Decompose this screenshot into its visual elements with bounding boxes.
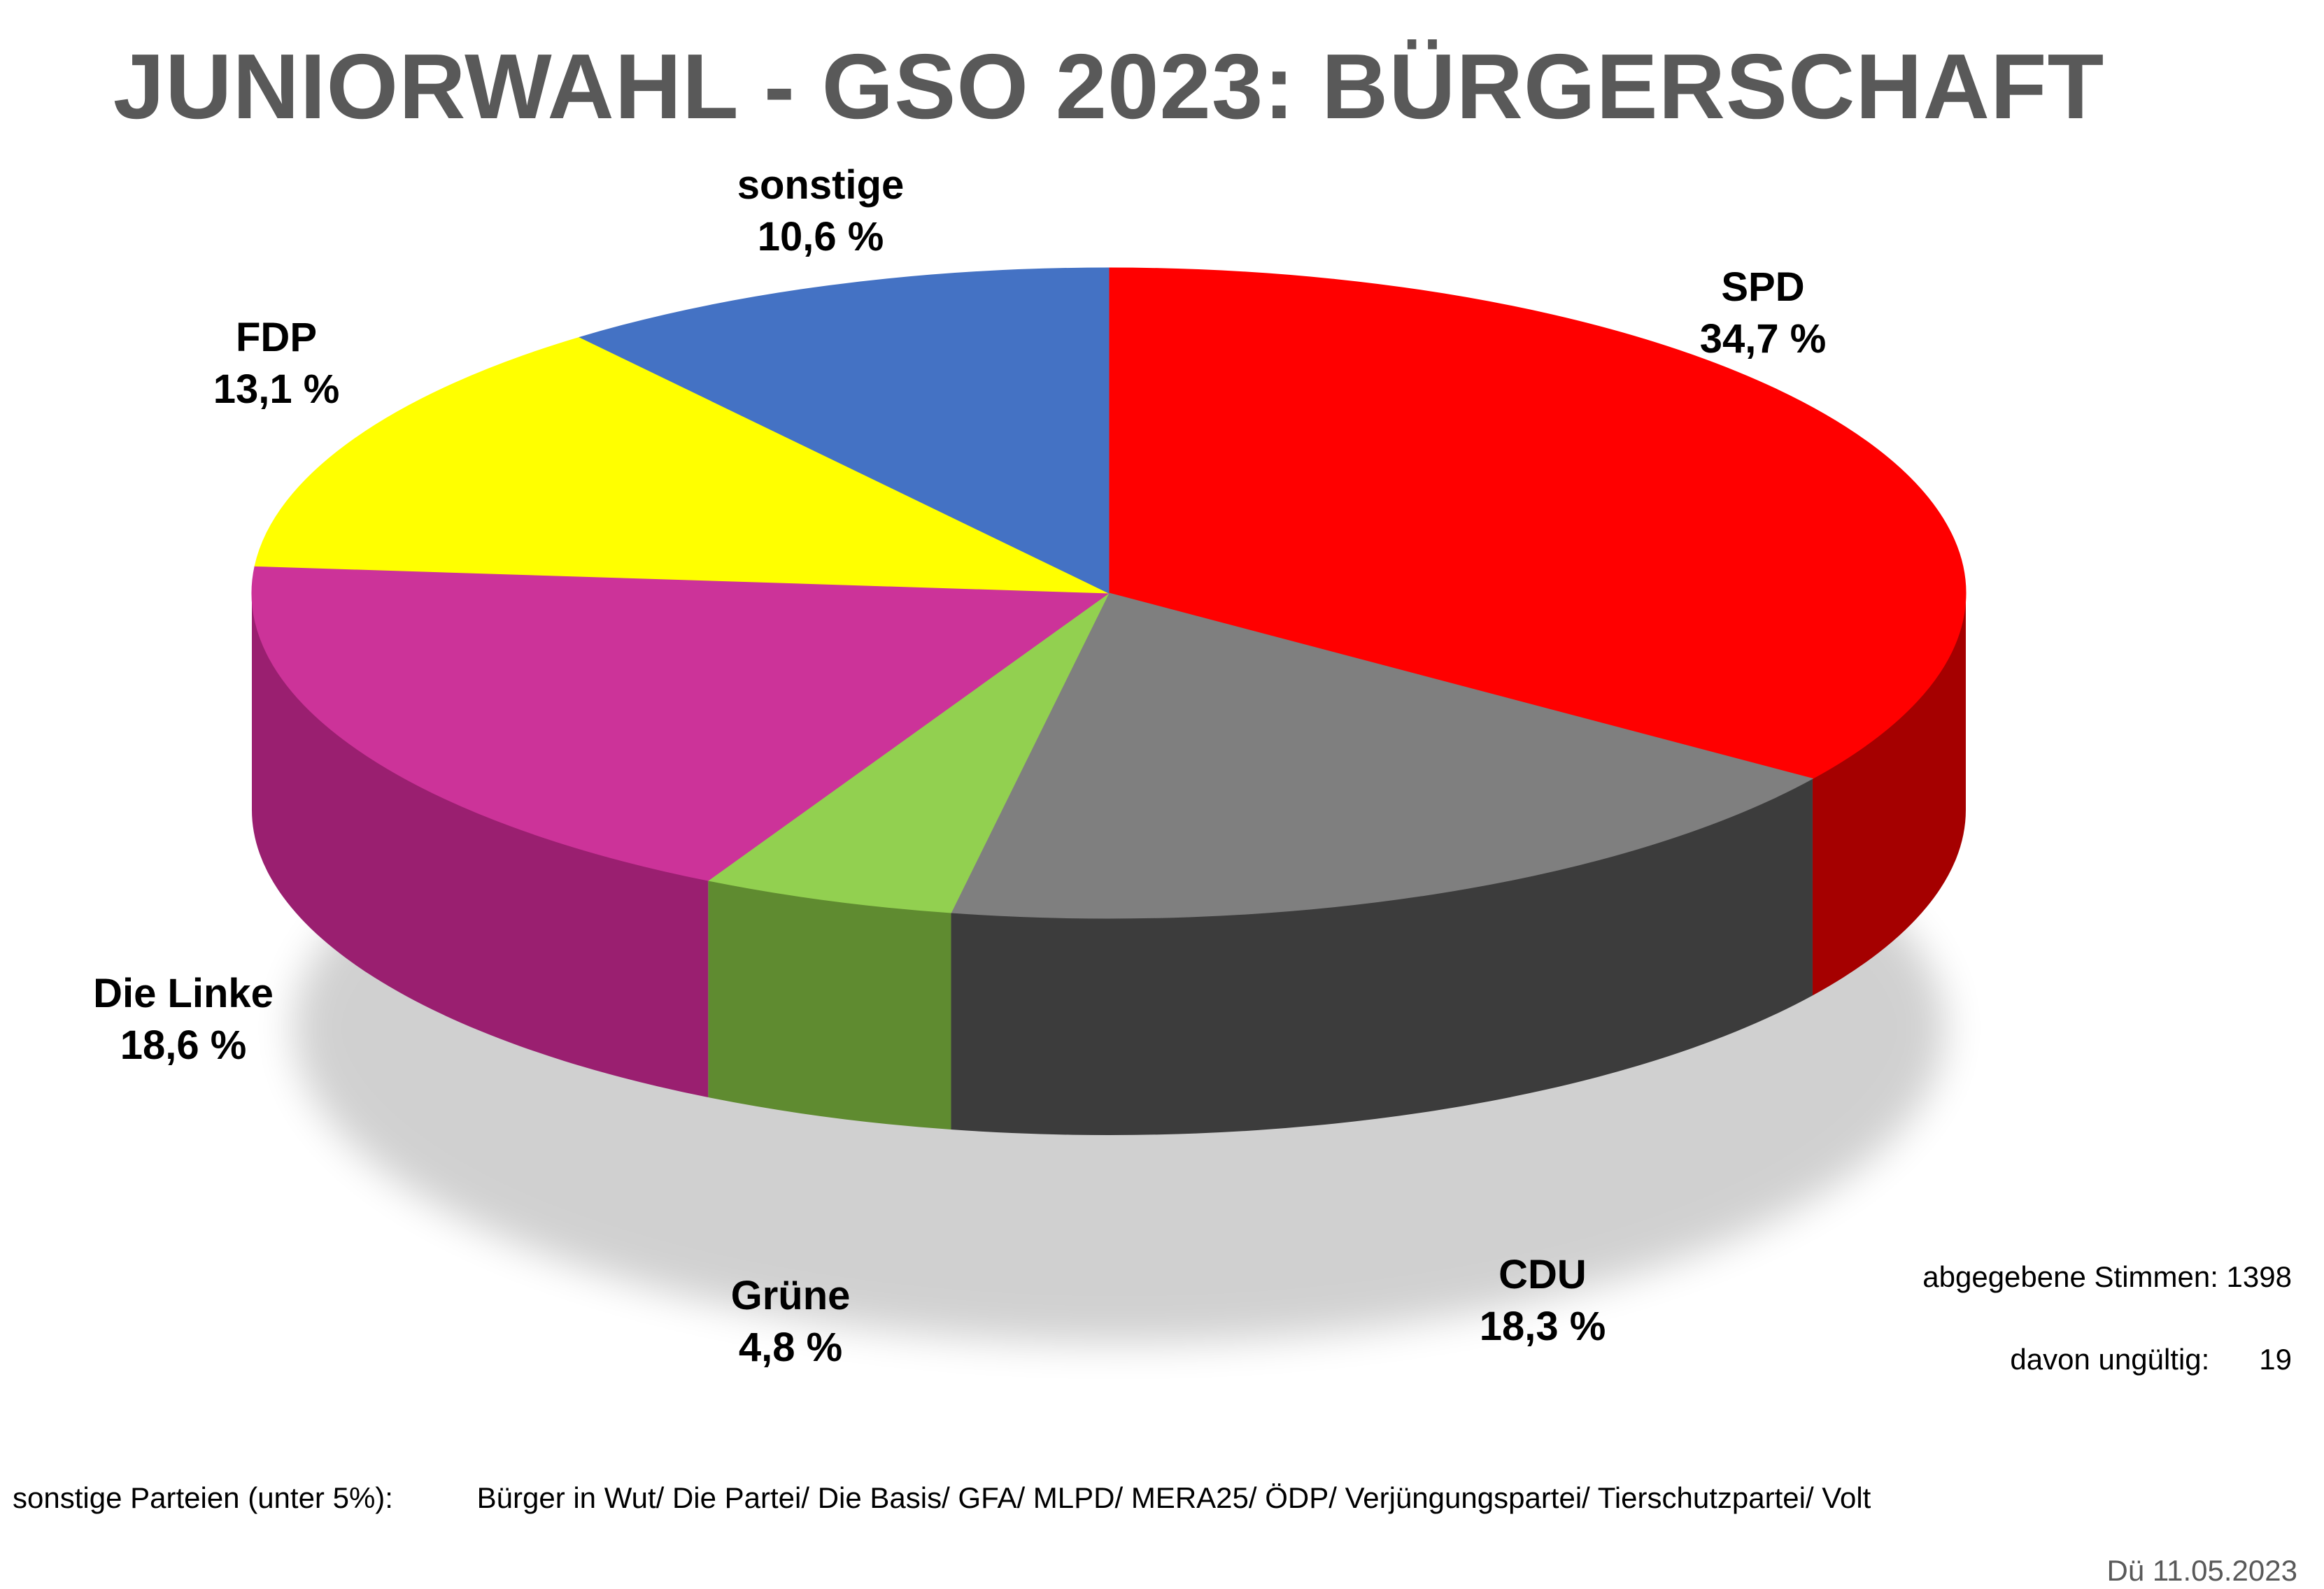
pie-slice-spd xyxy=(1108,267,1967,779)
pie-sides xyxy=(252,593,1966,1135)
pie-slice-sonstige xyxy=(579,267,1110,594)
pie-slice-fdp xyxy=(254,336,1110,594)
invalid-votes-label: davon ungültig: xyxy=(2010,1343,2210,1376)
slice-value-fdp: 13,1 % xyxy=(213,366,340,412)
pie-side-gruene xyxy=(708,881,951,1130)
footnote-parties: Bürger in Wut/ Die Partei/ Die Basis/ GF… xyxy=(476,1481,1871,1514)
slice-value-cdu: 18,3 % xyxy=(1480,1304,1606,1349)
pie-slice-cdu xyxy=(950,592,1814,919)
slice-label-fdp: FDP xyxy=(236,315,317,360)
slice-label-die-linke: Die Linke xyxy=(93,971,274,1016)
slice-value-sonstige: 10,6 % xyxy=(758,214,884,259)
pie-slice-die-linke xyxy=(251,565,1110,881)
footnote-label: sonstige Parteien (unter 5%): xyxy=(13,1481,393,1514)
slice-label-spd: SPD xyxy=(1721,264,1804,310)
pie-side-die-linke xyxy=(252,593,709,1098)
pie-side-cdu xyxy=(951,778,1813,1135)
pie-side-spd xyxy=(1812,593,1966,996)
votes-cast: abgegebene Stimmen: 1398 xyxy=(1922,1260,2292,1293)
invalid-votes: davon ungültig: 19 xyxy=(2010,1343,2292,1376)
invalid-votes-value: 19 xyxy=(2259,1343,2292,1376)
slice-value-gruene: 4,8 % xyxy=(739,1325,842,1370)
slice-value-spd: 34,7 % xyxy=(1700,316,1827,362)
slice-label-sonstige: sonstige xyxy=(737,162,905,208)
slice-label-cdu: CDU xyxy=(1498,1252,1587,1297)
chart-title: JUNIORWAHL - GSO 2023: BÜRGERSCHAFT xyxy=(113,35,2105,138)
pie-slices xyxy=(251,267,1967,919)
slice-label-gruene: Grüne xyxy=(731,1273,851,1318)
pie-slice-gruene xyxy=(707,592,1110,913)
footnote: sonstige Parteien (unter 5%): Bürger in … xyxy=(13,1481,1871,1515)
signature-date: Dü 11.05.2023 xyxy=(2106,1554,2297,1587)
pie-labels: SPD 34,7 % CDU 18,3 % Grüne 4,8 % Die Linke 18,… xyxy=(93,162,1826,1370)
slice-value-die-linke: 18,6 % xyxy=(120,1022,247,1068)
